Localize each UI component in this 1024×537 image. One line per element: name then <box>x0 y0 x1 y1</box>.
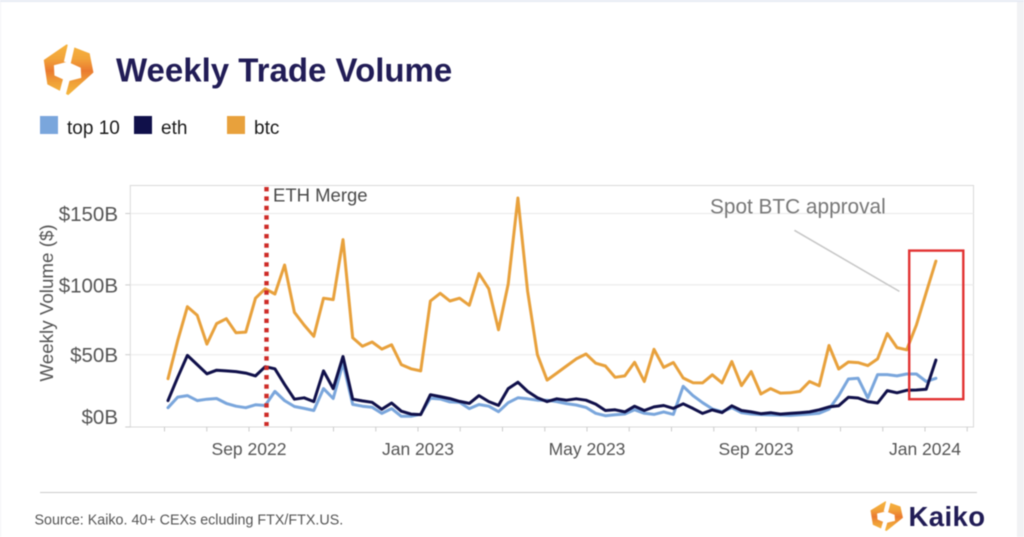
svg-text:$100B: $100B <box>59 274 118 297</box>
svg-text:Jan 2023: Jan 2023 <box>382 439 454 459</box>
svg-text:eth: eth <box>161 118 187 139</box>
svg-text:Source: Kaiko. 40+ CEXs ecludi: Source: Kaiko. 40+ CEXs ecluding FTX/FTX… <box>35 513 344 529</box>
svg-text:btc: btc <box>254 118 279 139</box>
svg-text:Spot BTC approval: Spot BTC approval <box>710 196 886 219</box>
svg-text:Jan 2024: Jan 2024 <box>889 439 961 459</box>
svg-text:Weekly Volume ($): Weekly Volume ($) <box>36 224 57 381</box>
svg-text:$150B: $150B <box>59 203 118 226</box>
svg-text:Kaiko: Kaiko <box>909 501 986 532</box>
svg-text:$50B: $50B <box>70 344 118 367</box>
svg-text:Sep 2023: Sep 2023 <box>719 439 794 459</box>
svg-text:Weekly Trade Volume: Weekly Trade Volume <box>116 52 452 89</box>
svg-text:ETH Merge: ETH Merge <box>273 185 368 206</box>
svg-text:Sep 2022: Sep 2022 <box>212 439 287 459</box>
svg-text:May 2023: May 2023 <box>549 439 626 459</box>
svg-text:$0B: $0B <box>82 406 118 429</box>
svg-text:top 10: top 10 <box>67 118 120 139</box>
